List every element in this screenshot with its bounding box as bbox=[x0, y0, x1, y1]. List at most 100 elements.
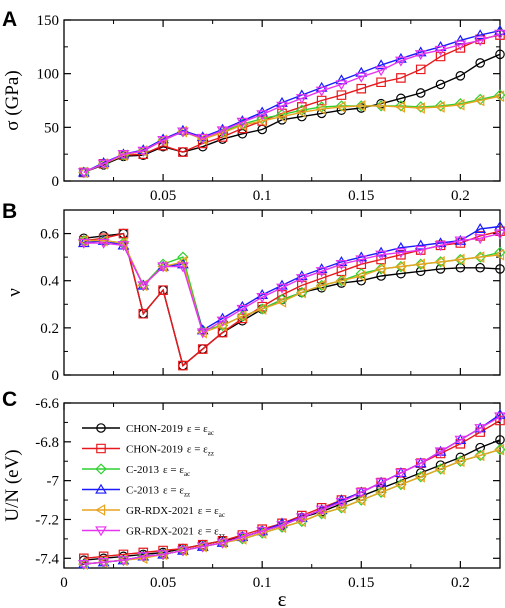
legend-label: CHON-2019 ε = εzz bbox=[126, 444, 214, 458]
legend-subscript: ac bbox=[184, 470, 190, 478]
data-point bbox=[434, 101, 445, 113]
data-point bbox=[335, 260, 348, 271]
data-point bbox=[177, 262, 189, 273]
y-tick-label: 0 bbox=[52, 368, 60, 384]
data-point bbox=[474, 29, 487, 40]
legend-equation: ε = ε bbox=[198, 526, 219, 538]
y-tick-label: -7.4 bbox=[35, 551, 59, 567]
data-point bbox=[315, 263, 328, 274]
data-point bbox=[414, 50, 427, 61]
data-point bbox=[474, 424, 487, 435]
legend-marker bbox=[96, 443, 106, 454]
data-point bbox=[196, 324, 209, 335]
legend-label: GR-RDX-2021 ε = εzz bbox=[126, 526, 225, 540]
legend-subscript: zz bbox=[184, 491, 190, 499]
data-point bbox=[335, 80, 348, 91]
data-point bbox=[375, 59, 387, 70]
data-point bbox=[356, 259, 367, 270]
data-point bbox=[315, 507, 326, 520]
legend-marker bbox=[95, 463, 107, 475]
data-point bbox=[454, 253, 465, 266]
y-tick-label: -6.6 bbox=[35, 396, 59, 412]
data-point bbox=[77, 559, 90, 570]
data-point bbox=[454, 435, 467, 446]
data-point bbox=[434, 255, 445, 268]
data-point bbox=[494, 443, 505, 456]
data-point bbox=[77, 238, 90, 249]
data-point bbox=[256, 293, 269, 304]
data-point bbox=[395, 52, 407, 63]
data-point bbox=[435, 79, 446, 90]
data-point bbox=[276, 101, 288, 112]
series-line bbox=[83, 30, 501, 174]
data-point bbox=[256, 110, 269, 121]
y-tick-label: 0 bbox=[52, 174, 60, 190]
data-point bbox=[495, 415, 505, 426]
data-point bbox=[276, 279, 288, 290]
data-point bbox=[137, 146, 150, 157]
data-point bbox=[295, 513, 308, 524]
x-axis-label: ε bbox=[278, 587, 287, 608]
data-point bbox=[475, 58, 485, 68]
data-point bbox=[336, 278, 347, 288]
data-point bbox=[396, 93, 406, 104]
legend-name: C-2013 bbox=[126, 485, 160, 497]
data-point bbox=[434, 463, 445, 475]
panel-a: 0.05 0.1 0.15 0.2 0 50 100 150 σ (GPa) A bbox=[2, 8, 505, 204]
data-point bbox=[454, 236, 467, 247]
data-point bbox=[494, 248, 505, 261]
data-point bbox=[216, 126, 229, 137]
data-point bbox=[295, 94, 308, 105]
data-point bbox=[474, 251, 485, 264]
data-point bbox=[474, 94, 485, 107]
panel-c: 0 0.05 0.1 0.15 0.2 -7.4 -7.2 -7 -6.8 -6.6 U/N (eV… bbox=[2, 388, 505, 608]
data-point bbox=[315, 267, 328, 278]
data-point bbox=[177, 127, 189, 138]
data-point bbox=[495, 264, 505, 274]
data-point bbox=[396, 249, 406, 260]
legend-subscript: ac bbox=[219, 511, 225, 519]
data-point bbox=[494, 408, 505, 419]
legend-name: C-2013 bbox=[126, 464, 160, 476]
data-point bbox=[237, 313, 248, 324]
data-point bbox=[196, 540, 207, 553]
data-point bbox=[475, 442, 485, 453]
data-point bbox=[216, 319, 227, 332]
y-tick-label: 0.6 bbox=[40, 227, 59, 243]
data-point bbox=[494, 412, 505, 423]
data-point bbox=[177, 255, 188, 268]
data-point bbox=[375, 246, 387, 257]
data-point bbox=[414, 245, 427, 256]
data-point bbox=[395, 56, 407, 67]
data-point bbox=[137, 145, 148, 157]
y-axis-label: σ (GPa) bbox=[2, 70, 23, 130]
data-point bbox=[474, 234, 487, 245]
legend-label: GR-RDX-2021 ε = εac bbox=[126, 505, 225, 519]
series-line bbox=[83, 34, 501, 174]
series-gr-zz bbox=[77, 412, 505, 570]
data-point bbox=[336, 90, 347, 100]
data-point bbox=[97, 558, 110, 568]
legend-label: C-2013 ε = εzz bbox=[126, 485, 190, 499]
data-point bbox=[375, 250, 387, 261]
data-point bbox=[216, 312, 229, 323]
data-point bbox=[295, 270, 308, 281]
data-point bbox=[495, 226, 505, 237]
data-point bbox=[356, 83, 367, 94]
data-point bbox=[117, 556, 130, 567]
data-point bbox=[375, 478, 387, 489]
series-chon-zz bbox=[79, 226, 505, 371]
data-point bbox=[236, 532, 249, 543]
data-point bbox=[117, 149, 130, 160]
data-point bbox=[158, 285, 168, 295]
legend-label: CHON-2019 ε = εac bbox=[126, 423, 214, 437]
legend-entry: CHON-2019 ε = εzz bbox=[82, 444, 214, 458]
y-tick-label: -7 bbox=[47, 474, 60, 490]
data-point bbox=[315, 279, 326, 292]
data-point bbox=[396, 73, 406, 83]
plot-frame bbox=[63, 402, 501, 569]
legend-equation: ε = ε bbox=[163, 464, 184, 476]
data-point bbox=[316, 282, 327, 293]
data-point bbox=[414, 239, 427, 250]
legend-entry: C-2013 ε = εac bbox=[82, 463, 190, 478]
